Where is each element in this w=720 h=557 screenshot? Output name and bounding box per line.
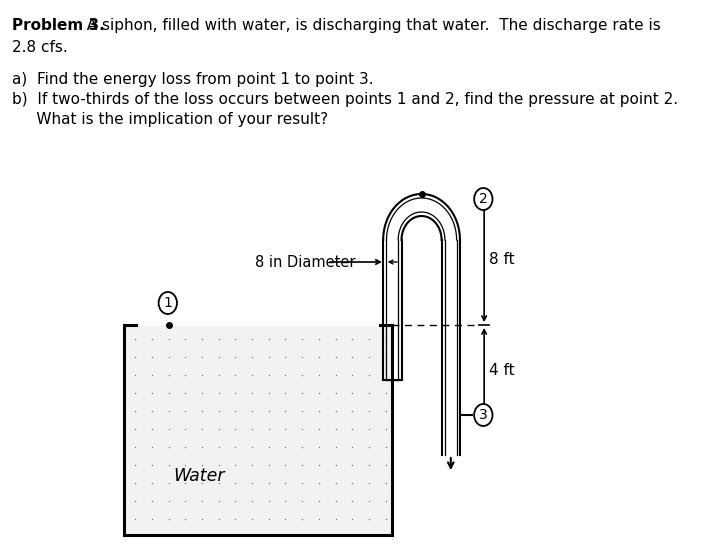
- Bar: [125, 326, 392, 534]
- Text: 3: 3: [479, 408, 487, 422]
- Text: 8 in Diameter: 8 in Diameter: [255, 255, 355, 270]
- Circle shape: [474, 404, 492, 426]
- Text: a)  Find the energy loss from point 1 to point 3.: a) Find the energy loss from point 1 to …: [12, 72, 373, 87]
- Circle shape: [158, 292, 177, 314]
- Text: What is the implication of your result?: What is the implication of your result?: [12, 112, 328, 127]
- Text: 1: 1: [163, 296, 172, 310]
- Text: 2: 2: [479, 192, 487, 206]
- Text: 4 ft: 4 ft: [489, 363, 515, 378]
- Circle shape: [474, 188, 492, 210]
- Text: A siphon, filled with water, is discharging that water.  The discharge rate is: A siphon, filled with water, is discharg…: [77, 18, 660, 33]
- Text: b)  If two-thirds of the loss occurs between points 1 and 2, find the pressure a: b) If two-thirds of the loss occurs betw…: [12, 92, 678, 107]
- Text: Water: Water: [174, 467, 225, 485]
- Text: 8 ft: 8 ft: [489, 252, 515, 267]
- Text: Problem 3.: Problem 3.: [12, 18, 104, 33]
- Text: 2.8 cfs.: 2.8 cfs.: [12, 40, 68, 55]
